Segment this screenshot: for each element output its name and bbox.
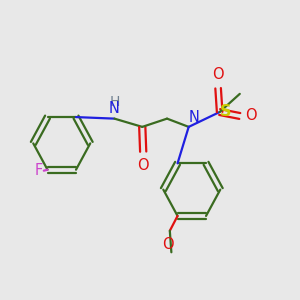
Text: O: O [212, 67, 224, 82]
Text: F: F [34, 163, 43, 178]
Text: O: O [137, 158, 149, 172]
Text: O: O [245, 109, 257, 124]
Text: N: N [108, 101, 119, 116]
Text: S: S [220, 103, 232, 118]
Text: O: O [163, 237, 174, 252]
Text: N: N [189, 110, 200, 125]
Text: H: H [110, 95, 120, 110]
